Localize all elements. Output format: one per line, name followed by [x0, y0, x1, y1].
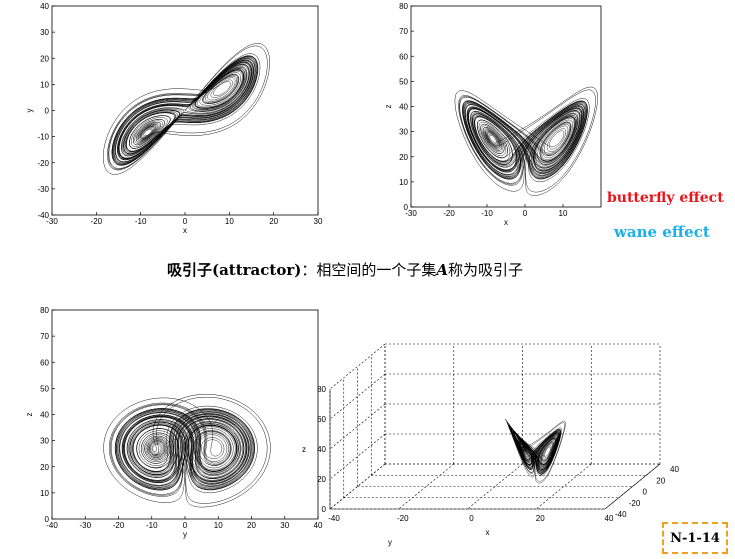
y-tick-label: -10 [37, 133, 49, 142]
xz-plot-svg: -30 -20 -10 0 10 0 10 20 30 40 50 60 70 80 x z [384, 2, 602, 227]
page-number-badge: N-1-14 [662, 522, 728, 554]
x-tick-label: 40 [605, 514, 614, 523]
x-tick-label: 30 [280, 521, 289, 530]
y-tick-label: 0 [45, 107, 50, 116]
y-tick-label: 20 [40, 54, 49, 63]
x-tick-label: 30 [314, 217, 323, 226]
y-axis-label: z [25, 413, 34, 417]
y-tick-label: 10 [399, 178, 408, 187]
z-axis-label: z [302, 445, 306, 454]
caption-text-before: 相空间的一个子集 [316, 261, 437, 279]
trajectory-line [454, 86, 598, 196]
y-tick-label: 20 [399, 153, 408, 162]
y-tick-label: 0 [45, 515, 50, 524]
y-tick-label: 20 [40, 463, 49, 472]
y-tick-label: -30 [37, 185, 49, 194]
y-tick-label: 40 [399, 103, 408, 112]
y-axis-line [604, 463, 661, 510]
y-tick-label: -40 [615, 510, 627, 519]
y-tick-label: 60 [40, 358, 49, 367]
y-tick-label: 40 [670, 465, 679, 474]
x-axis-label: x [183, 226, 187, 235]
y-tick-label: -20 [37, 159, 49, 168]
x-tick-label: -40 [46, 521, 58, 530]
caption-text-after: 称为吸引子 [448, 261, 524, 279]
x-axis-label: y [183, 530, 187, 539]
z-tick-label: 80 [317, 385, 326, 394]
caption-term: 吸引子 [166, 261, 212, 279]
xy-projection-plot: -30 -20 -10 0 10 20 30 -40 -30 -20 -10 0 10 20 30 40 x y [20, 0, 330, 245]
x-tick-label: 0 [469, 514, 474, 523]
x-tick-label: 40 [314, 521, 323, 530]
y-tick-label: 70 [399, 27, 408, 36]
y-tick-label: 30 [40, 437, 49, 446]
x-tick-label: 10 [559, 209, 568, 218]
x-tick-label: 20 [247, 521, 256, 530]
y-tick-label: 10 [40, 489, 49, 498]
y-tick-label: 0 [404, 203, 409, 212]
x-axis-label: x [486, 528, 490, 537]
y-tick-label: 50 [40, 384, 49, 393]
y-tick-label: 10 [40, 80, 49, 89]
y-tick-label: 60 [399, 52, 408, 61]
x-axis-label: x [504, 218, 508, 227]
xyz-3d-plot: 0 20 40 60 80 -40 -20 0 20 40 -40 -20 0 20 40 x y z [302, 330, 685, 547]
attractor-caption: 吸引子(attractor)：相空间的一个子集A称为吸引子 [0, 259, 690, 280]
caption-colon: ： [301, 261, 317, 279]
y-tick-label: 40 [40, 2, 49, 11]
y-tick-label: 40 [40, 411, 49, 420]
y-axis-label: y [25, 109, 34, 113]
x-tick-label: -30 [46, 217, 58, 226]
x-tick-label: -30 [405, 209, 417, 218]
y-tick-label: 30 [40, 28, 49, 37]
y-tick-label: 0 [643, 488, 648, 497]
x-tick-label: 20 [269, 217, 278, 226]
x-tick-label: -20 [91, 217, 103, 226]
y-axis-label: y [388, 538, 392, 547]
z-tick-label: 0 [322, 505, 327, 514]
x-tick-label: -10 [146, 521, 158, 530]
y-tick-label: 70 [40, 332, 49, 341]
x-tick-label: -40 [328, 514, 340, 523]
x-tick-label: 0 [183, 217, 188, 226]
x-tick-label: 10 [214, 521, 223, 530]
x-tick-label: -10 [135, 217, 147, 226]
x-tick-label: -30 [79, 521, 91, 530]
x-tick-label: -10 [481, 209, 493, 218]
z-tick-label: 40 [317, 445, 326, 454]
y-tick-label: 80 [40, 306, 49, 315]
x-tick-label: -20 [397, 514, 409, 523]
y-tick-label: 20 [656, 476, 665, 485]
xz-projection-plot: -30 -20 -10 0 10 0 10 20 30 40 50 60 70 80 x z [384, 0, 605, 245]
plot-frame [51, 5, 319, 216]
butterfly-effect-note: butterfly effect [607, 190, 724, 206]
y-axis-label: z [384, 105, 393, 109]
x-tick-label: 0 [523, 209, 528, 218]
yz-projection-plot: -40 -30 -20 -10 0 10 20 30 40 0 10 20 30 40 50 60 70 80 y z [20, 302, 330, 547]
z-tick-label: 60 [317, 415, 326, 424]
y-tick-label: -40 [37, 211, 49, 220]
x-tick-label: 0 [183, 521, 188, 530]
x-tick-label: 10 [225, 217, 234, 226]
y-tick-label: -20 [629, 499, 641, 508]
wane-effect-note: wane effect [614, 223, 710, 241]
trajectory-line [103, 393, 271, 508]
trajectory-line [505, 418, 566, 484]
caption-symbol: A [436, 261, 449, 279]
trajectory-line [102, 43, 270, 175]
x-tick-label: 20 [536, 514, 545, 523]
y-tick-label: 80 [399, 2, 408, 11]
x-tick-label: -20 [113, 521, 125, 530]
yz-plot-svg: -40 -30 -20 -10 0 10 20 30 40 0 10 20 30 40 50 60 70 80 y z [25, 306, 323, 539]
y-tick-label: 50 [399, 77, 408, 86]
x-tick-label: -20 [443, 209, 455, 218]
y-tick-label: 30 [399, 128, 408, 137]
caption-english: (attractor) [211, 261, 302, 279]
z-tick-label: 20 [317, 475, 326, 484]
